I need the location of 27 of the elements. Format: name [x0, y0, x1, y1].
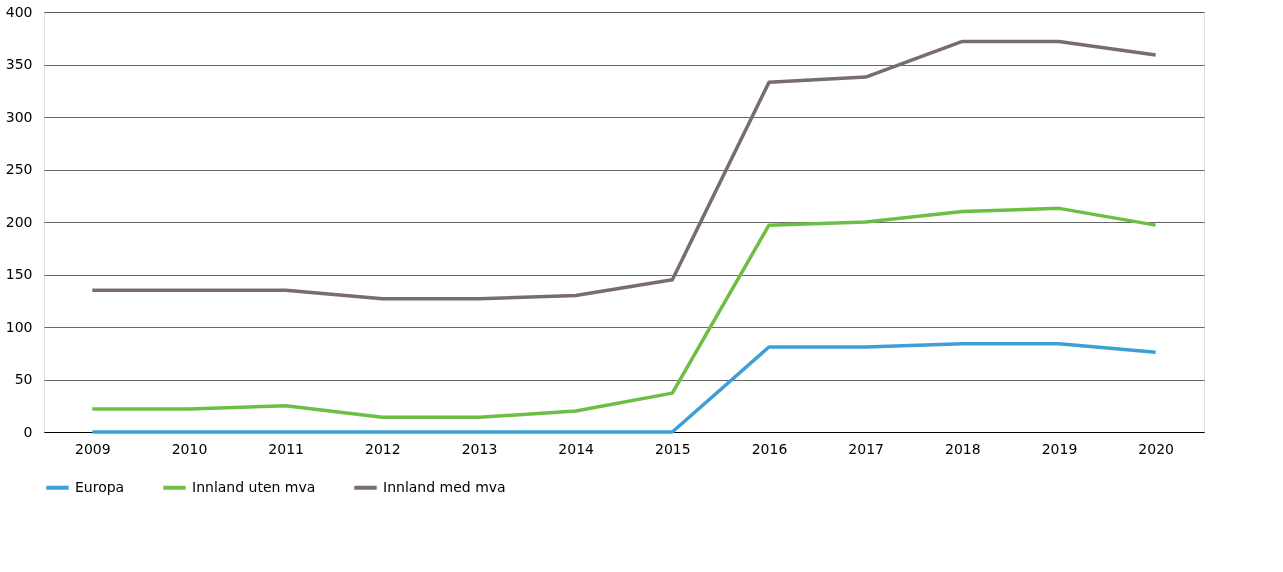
line-series: [90, 39, 1158, 301]
x-tick-label: 2011: [268, 440, 304, 457]
line-series: [90, 342, 1158, 434]
y-tick-label: 250: [5, 161, 33, 177]
x-tick-label: 2019: [1041, 440, 1078, 457]
y-tick-label: 200: [5, 213, 33, 230]
x-tick-label: 2015: [655, 440, 691, 457]
x-tick-label: 2020: [1138, 440, 1174, 457]
x-tick-label: 2018: [945, 440, 981, 457]
y-tick-label: 350: [5, 56, 33, 72]
y-tick-label: 300: [5, 108, 33, 125]
x-tick-label: 2014: [558, 440, 595, 457]
legend-label: Europa: [75, 478, 125, 495]
y-tick-label: 100: [5, 318, 33, 335]
x-tick-label: 2010: [171, 440, 208, 457]
y-tick-label: 150: [5, 266, 33, 282]
x-tick-label: 2013: [461, 440, 498, 457]
legend-label: Innland med mva: [383, 478, 506, 495]
x-tick-label: 2012: [365, 440, 401, 457]
y-tick-label: 400: [5, 3, 33, 20]
x-tick-label: 2016: [751, 440, 788, 457]
x-tick-label: 2017: [848, 440, 884, 457]
legend-label: Innland uten mva: [192, 478, 316, 495]
y-tick-label: 50: [14, 371, 33, 387]
y-tick-label: 0: [23, 423, 33, 440]
line-series: [90, 206, 1158, 420]
x-tick-label: 2009: [75, 440, 111, 457]
